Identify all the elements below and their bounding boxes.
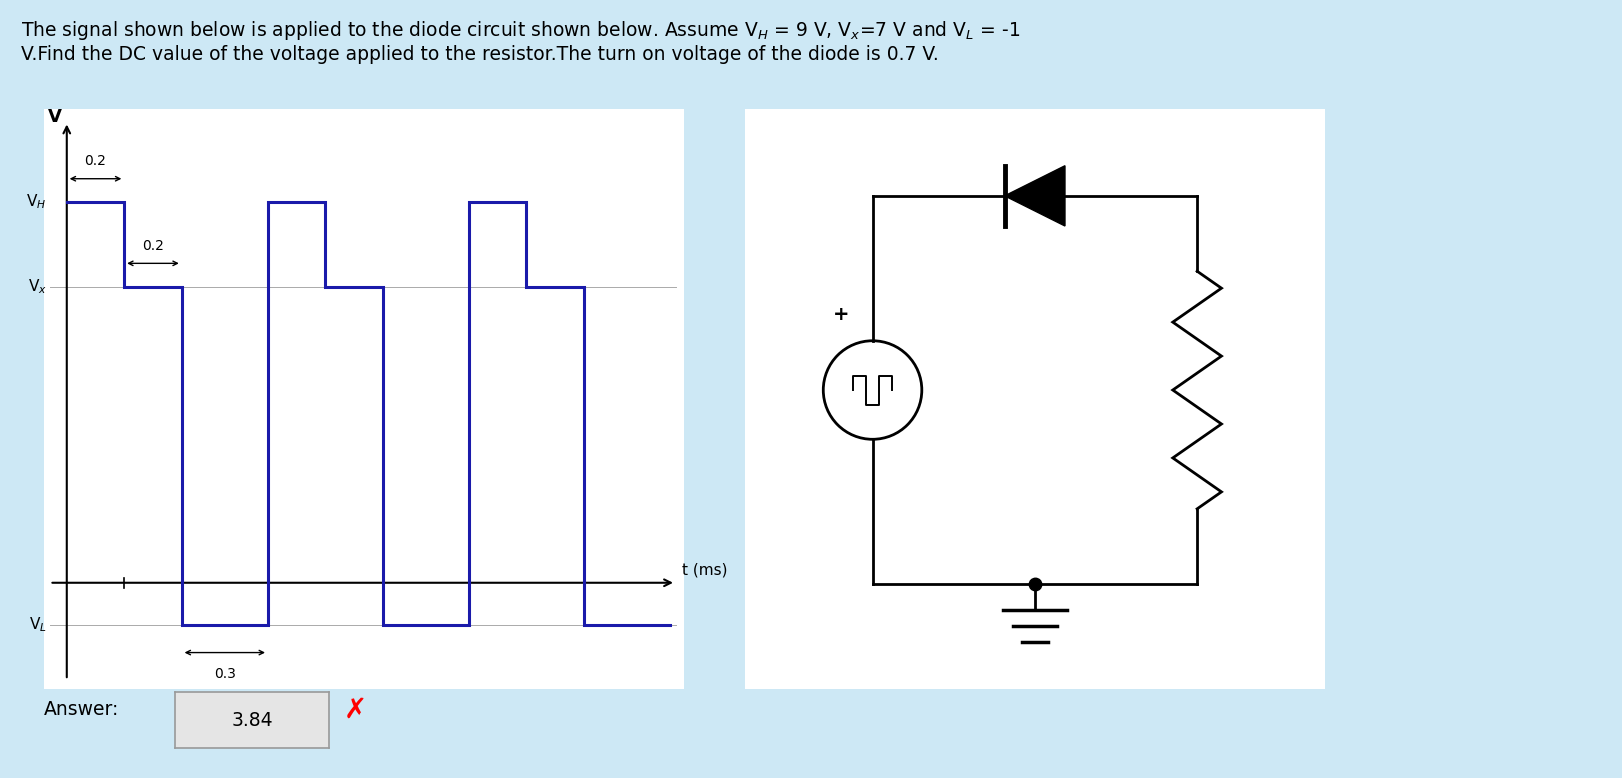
Text: 0.2: 0.2 [84,154,107,168]
Text: 3.84: 3.84 [232,711,272,730]
Text: V: V [49,108,62,126]
Text: 0.2: 0.2 [143,239,164,253]
Text: ✗: ✗ [344,696,367,724]
Text: The signal shown below is applied to the diode circuit shown below. Assume V$_H$: The signal shown below is applied to the… [21,19,1020,65]
Text: 0.3: 0.3 [214,668,235,682]
Text: Answer:: Answer: [44,700,118,719]
Text: +: + [832,305,848,324]
Text: V$_H$: V$_H$ [26,193,47,212]
Text: V$_x$: V$_x$ [28,277,47,296]
Text: V$_L$: V$_L$ [29,615,47,634]
Text: t (ms): t (ms) [681,562,727,577]
Polygon shape [1004,166,1066,226]
